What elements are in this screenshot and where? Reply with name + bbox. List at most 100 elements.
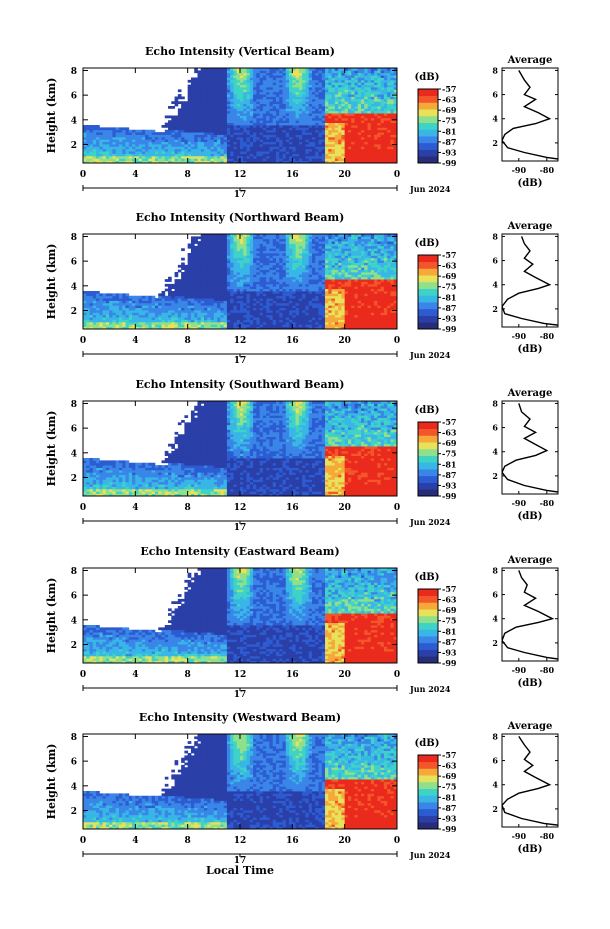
heatmap-cell: [122, 153, 126, 157]
heatmap-cell: [393, 84, 398, 88]
heatmap-cell: [374, 106, 378, 109]
heatmap-cell: [200, 234, 205, 237]
heatmap-cell: [161, 312, 166, 316]
heatmap-cell: [86, 151, 90, 154]
heatmap-cell: [230, 262, 234, 266]
heatmap-cell: [393, 87, 398, 90]
colorbar-tick-label: -87: [442, 137, 456, 147]
heatmap-cell: [164, 115, 169, 119]
heatmap-cell: [275, 310, 280, 313]
heatmap-cell: [266, 234, 270, 237]
heatmap-cell: [364, 127, 368, 131]
heatmap-cell: [374, 103, 378, 107]
heatmap-cell: [171, 146, 175, 150]
heatmap-cell: [115, 144, 120, 147]
heatmap-cell: [125, 324, 130, 328]
heatmap-cell: [158, 324, 162, 328]
heatmap-cell: [194, 250, 198, 254]
heatmap-cell: [259, 262, 264, 266]
heatmap-cell: [279, 283, 283, 287]
heatmap-cell: [272, 281, 277, 285]
heatmap-cell: [315, 96, 319, 100]
heatmap-cell: [125, 307, 130, 311]
heatmap-cell: [367, 144, 372, 147]
heatmap-cell: [164, 295, 169, 299]
heatmap-cell: [282, 68, 287, 71]
heatmap-cell: [220, 113, 225, 116]
heatmap-cell: [233, 236, 238, 240]
heatmap-cell: [83, 291, 87, 294]
heatmap-cell: [282, 70, 287, 74]
heatmap-cell: [151, 160, 156, 164]
heatmap-cell: [194, 120, 198, 124]
heatmap-cell: [233, 151, 238, 154]
heatmap-cell: [308, 127, 313, 131]
heatmap-cell: [243, 255, 247, 259]
heatmap-cell: [351, 146, 355, 150]
heatmap-cell: [236, 158, 241, 162]
heatmap-cell: [233, 295, 238, 299]
heatmap-cell: [282, 117, 287, 121]
heatmap-cell: [341, 144, 346, 147]
heatmap-cell: [393, 141, 398, 145]
heatmap-cell: [236, 72, 241, 76]
heatmap-cell: [151, 151, 156, 154]
heatmap-cell: [308, 101, 313, 105]
heatmap-cell: [275, 288, 280, 292]
heatmap-cell: [351, 91, 355, 95]
heatmap-cell: [190, 300, 195, 304]
heatmap-cell: [158, 298, 162, 301]
heatmap-cell: [266, 108, 270, 112]
heatmap-cell: [213, 122, 218, 126]
heatmap-cell: [285, 106, 290, 109]
heatmap-cell: [204, 82, 208, 86]
heatmap-cell: [289, 269, 293, 273]
heatmap-cell: [302, 155, 306, 159]
heatmap-cell: [197, 321, 202, 325]
heatmap-cell: [259, 125, 264, 128]
heatmap-cell: [292, 269, 296, 273]
heatmap-cell: [194, 110, 198, 114]
heatmap-cell: [253, 241, 257, 244]
heatmap-cell: [279, 326, 283, 330]
heatmap-cell: [390, 144, 395, 147]
heatmap-cell: [334, 141, 339, 145]
heatmap-cell: [246, 122, 251, 126]
heatmap-cell: [220, 94, 225, 97]
heatmap-cell: [302, 117, 306, 121]
heatmap-cell: [187, 291, 192, 294]
heatmap-cell: [275, 238, 280, 242]
heatmap-cell: [243, 120, 247, 124]
heatmap-cell: [141, 153, 146, 157]
heatmap-cell: [387, 94, 391, 97]
heatmap-cell: [236, 317, 241, 320]
heatmap-cell: [341, 141, 346, 145]
heatmap-cell: [236, 96, 241, 100]
heatmap-cell: [292, 91, 296, 95]
heatmap-cell: [204, 70, 208, 74]
heatmap-cell: [298, 132, 303, 135]
heatmap-cell: [171, 305, 175, 309]
heatmap-cell: [279, 94, 283, 97]
heatmap-cell: [243, 68, 247, 71]
heatmap-cell: [308, 68, 313, 71]
heatmap-cell: [210, 267, 215, 271]
heatmap-cell: [223, 234, 228, 237]
heatmap-cell: [115, 307, 120, 311]
heatmap-cell: [240, 96, 244, 100]
heatmap-cell: [240, 260, 244, 263]
heatmap-cell: [361, 106, 365, 109]
heatmap-cell: [190, 298, 195, 301]
heatmap-cell: [393, 155, 398, 159]
heatmap-cell: [285, 260, 290, 263]
heatmap-cell: [305, 70, 310, 74]
heatmap-cell: [168, 146, 172, 150]
heatmap-cell: [279, 274, 283, 278]
heatmap-cell: [230, 151, 234, 154]
heatmap-cell: [115, 321, 120, 325]
heatmap-cell: [269, 269, 274, 273]
heatmap-cell: [272, 312, 277, 316]
heatmap-cell: [207, 103, 211, 107]
heatmap-cell: [292, 117, 296, 121]
heatmap-cell: [187, 243, 192, 247]
